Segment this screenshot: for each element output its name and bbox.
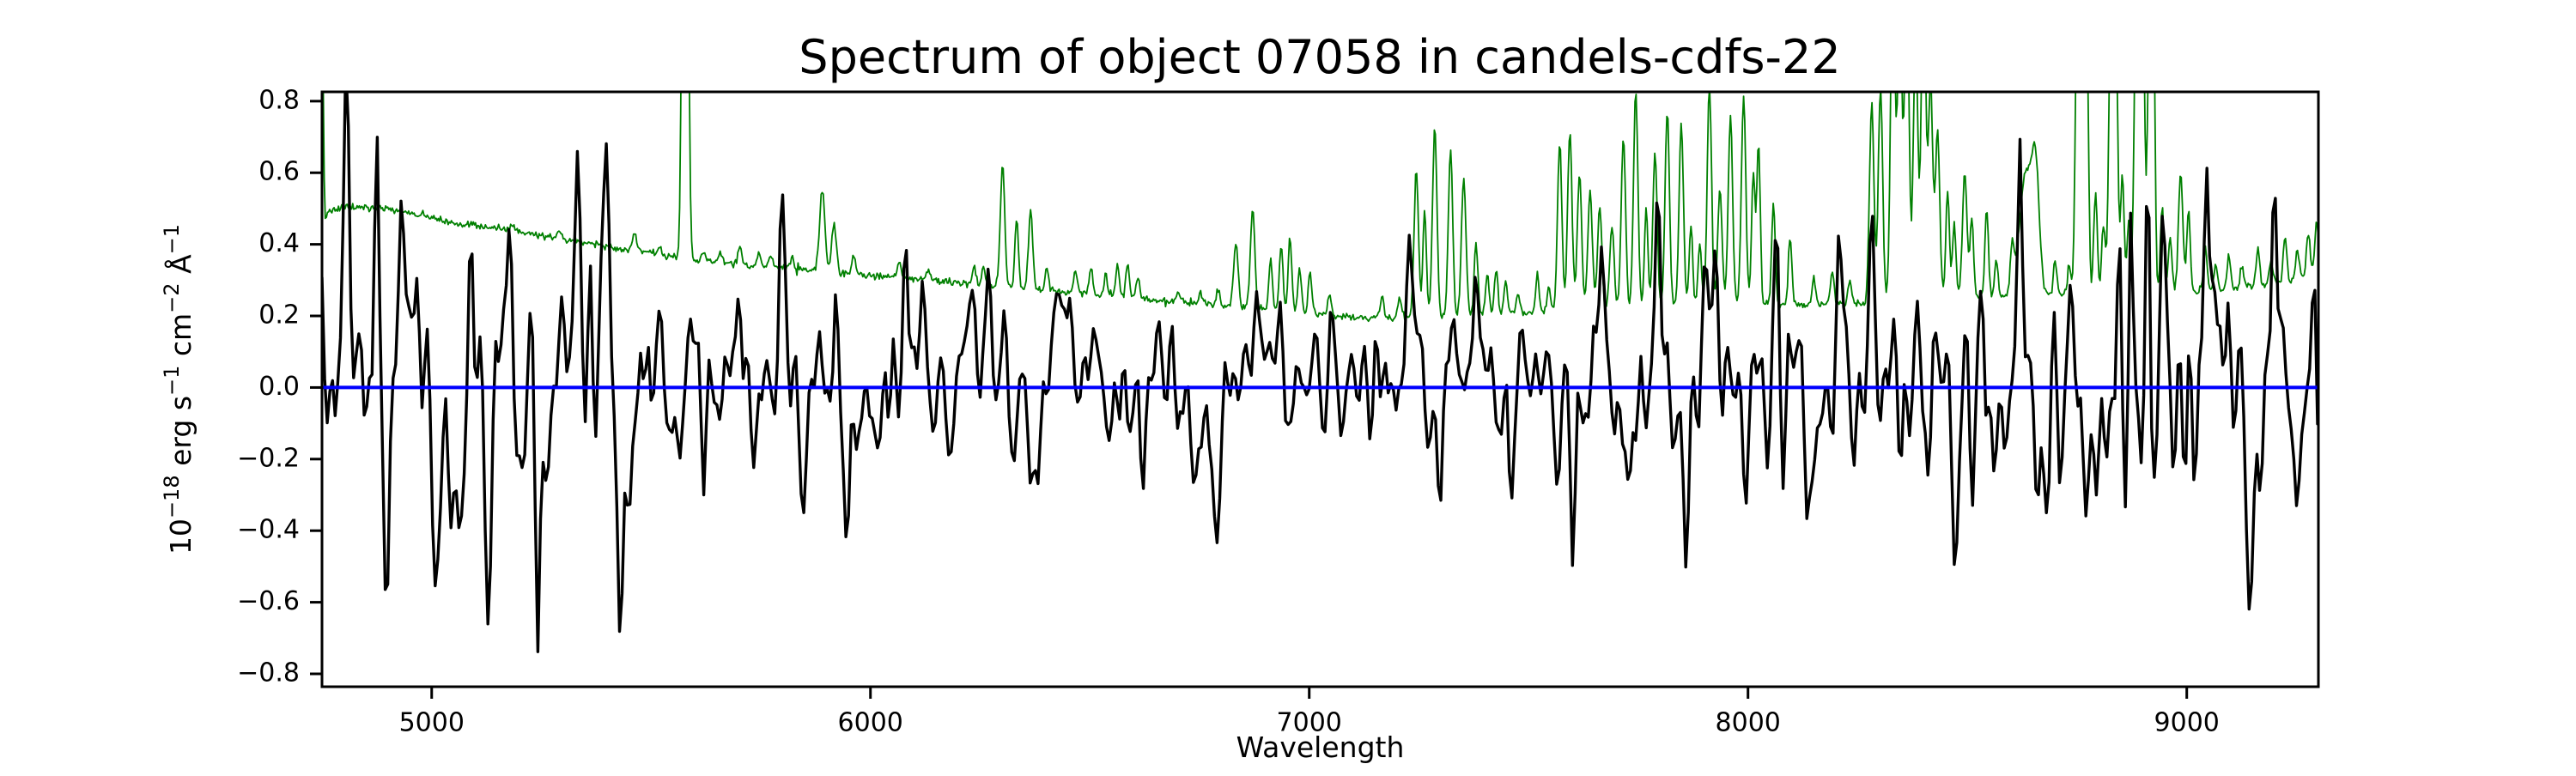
y-tick-label-−0.6: −0.6 [237,586,300,616]
y-tick-label-0.6: 0.6 [258,157,300,187]
y-tick-label-0.0: 0.0 [258,372,300,402]
y-tick-label-0.2: 0.2 [258,300,300,330]
x-tick-label-9000: 9000 [2154,708,2220,738]
x-tick-label-6000: 6000 [838,708,903,738]
axes-box [320,90,2320,688]
y-tick-label-0.8: 0.8 [258,85,300,115]
y-axis-label-text: erg s [164,396,197,475]
y-axis-label-superscript: −1 [160,366,184,396]
axes-spines [320,90,2320,688]
y-axis-label-text: cm [164,313,197,366]
x-tick-label-7000: 7000 [1277,708,1342,738]
y-tick-label-−0.4: −0.4 [237,515,300,545]
x-axis-label: Wavelength [1236,731,1405,764]
y-tick-label-−0.8: −0.8 [237,658,300,688]
y-axis-label-text: 10 [164,518,197,555]
y-tick-label-0.4: 0.4 [258,228,300,258]
series-group [322,92,2318,653]
y-tick-label-−0.2: −0.2 [237,443,300,473]
y-axis-label-superscript: −1 [160,224,184,254]
x-tick-label-8000: 8000 [1716,708,1781,738]
y-axis-label-text: Å [163,254,197,282]
flux-spectrum-line [322,92,2318,653]
sky-noise-spectrum-line [322,92,2318,323]
y-axis-ticks: −0.8 −0.6 −0.4 −0.2 0.0 0.2 0.4 0.6 0.8 [237,85,322,688]
x-tick-label-5000: 5000 [399,708,465,738]
chart-title: Spectrum of object 07058 in candels-cdfs… [799,30,1840,84]
y-axis-label-superscript: −2 [160,282,184,312]
y-axis-label: 10−18 erg s−1 cm−2 Å−1 [160,224,197,555]
x-axis-ticks: 5000 6000 7000 8000 9000 [399,687,2220,738]
y-axis-label-superscript: −18 [160,475,184,518]
